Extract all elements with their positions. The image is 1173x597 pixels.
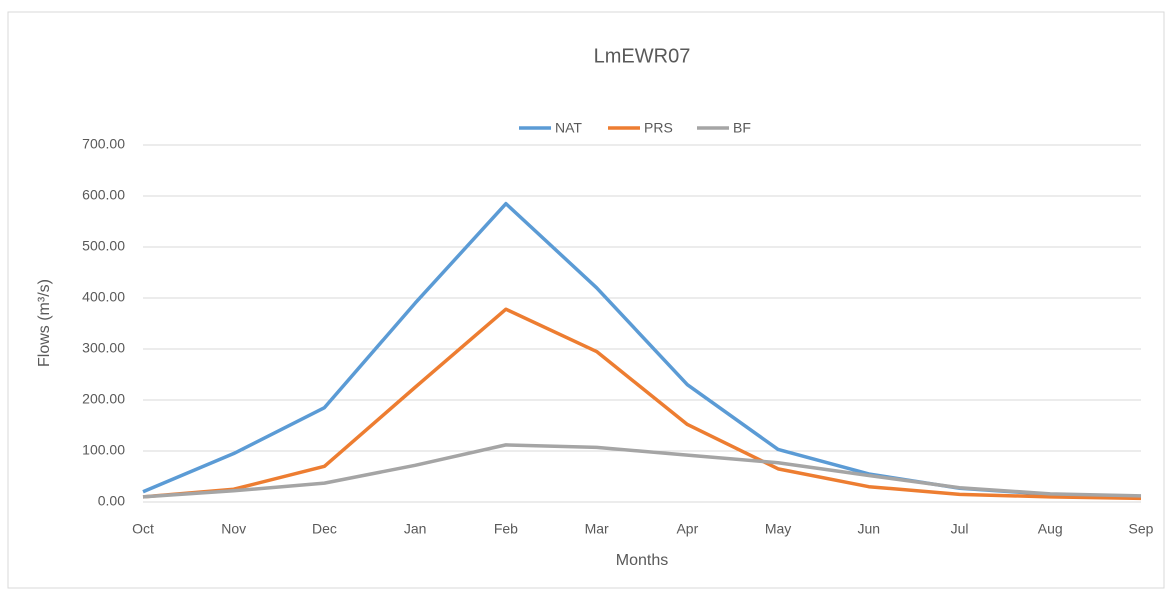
y-tick-label: 700.00 xyxy=(82,136,125,152)
x-tick-label: Jul xyxy=(951,521,969,537)
x-tick-label: Sep xyxy=(1129,521,1154,537)
chart-title: LmEWR07 xyxy=(594,45,691,67)
y-tick-label: 200.00 xyxy=(82,391,125,407)
x-tick-label: May xyxy=(765,521,791,537)
y-tick-label: 500.00 xyxy=(82,238,125,254)
x-tick-label: Jun xyxy=(858,521,881,537)
x-tick-label: Oct xyxy=(132,521,154,537)
legend-label: PRS xyxy=(644,120,673,136)
x-axis-label: Months xyxy=(616,552,668,569)
y-tick-label: 300.00 xyxy=(82,340,125,356)
y-tick-label: 600.00 xyxy=(82,187,125,203)
x-tick-label: Feb xyxy=(494,521,518,537)
legend-label: BF xyxy=(733,120,751,136)
x-tick-label: Dec xyxy=(312,521,337,537)
x-tick-label: Aug xyxy=(1038,521,1063,537)
y-tick-label: 0.00 xyxy=(98,493,125,509)
x-tick-label: Jan xyxy=(404,521,427,537)
x-tick-label: Nov xyxy=(221,521,246,537)
legend-label: NAT xyxy=(555,120,582,136)
x-tick-label: Mar xyxy=(585,521,609,537)
x-tick-label: Apr xyxy=(676,521,698,537)
y-tick-label: 400.00 xyxy=(82,289,125,305)
line-series xyxy=(142,307,1142,501)
y-tick-label: 100.00 xyxy=(82,442,125,458)
line-series xyxy=(142,443,1142,499)
y-axis-label: Flows (m³/s) xyxy=(36,279,53,367)
